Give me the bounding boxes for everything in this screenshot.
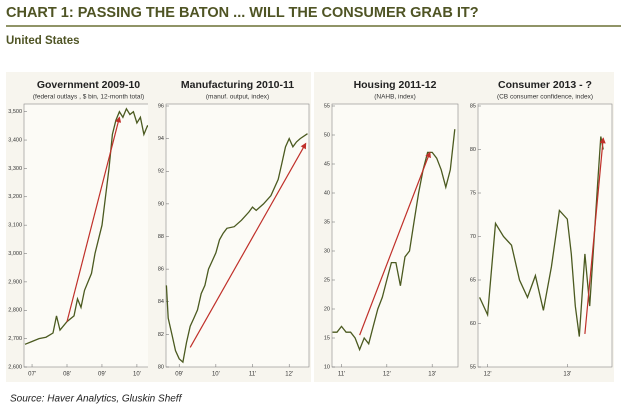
y-tick-label: 80	[470, 147, 476, 153]
panel-subtitle: (CB consumer confidence, index)	[497, 94, 593, 101]
y-tick-label: 85	[470, 103, 476, 109]
data-line	[479, 136, 604, 337]
figure-subtitle: United States	[6, 35, 80, 47]
y-tick-label: 3,200	[8, 194, 22, 200]
y-tick-label: 2,600	[8, 364, 22, 370]
panel-subtitle: (NAHB, index)	[374, 94, 416, 101]
plot-area	[477, 103, 613, 368]
y-tick-label: 84	[158, 299, 164, 305]
x-tick-label: 11'	[249, 372, 256, 378]
trend-arrow	[66, 116, 122, 322]
y-tick-label: 45	[324, 161, 330, 167]
y-tick-label: 96	[158, 103, 164, 109]
x-tick-label: 12'	[484, 372, 492, 378]
source: Source: Haver Analytics, Gluskin Sheff	[10, 394, 183, 405]
y-tick-label: 92	[158, 169, 164, 175]
trend-arrow	[584, 137, 606, 334]
y-tick-label: 15	[324, 335, 330, 341]
y-tick-label: 70	[470, 234, 476, 240]
x-tick-label: 11'	[338, 372, 345, 378]
y-tick-label: 88	[158, 234, 164, 240]
trend-arrow	[189, 142, 307, 348]
plot-area	[331, 103, 459, 368]
y-tick-label: 10	[324, 364, 330, 370]
y-tick-label: 30	[324, 248, 330, 254]
data-line	[165, 133, 308, 364]
y-tick-label: 2,900	[8, 279, 22, 285]
x-tick-label: 12'	[285, 372, 293, 378]
x-tick-label: 10'	[133, 372, 141, 378]
y-tick-label: 3,300	[8, 166, 22, 172]
data-line	[332, 129, 456, 352]
x-tick-label: 09'	[98, 372, 106, 378]
y-tick-label: 55	[470, 364, 476, 370]
x-tick-label: 09'	[175, 372, 183, 378]
y-tick-label: 90	[158, 201, 164, 207]
y-tick-label: 65	[470, 277, 476, 283]
x-tick-label: 13'	[428, 372, 436, 378]
y-tick-label: 20	[324, 306, 330, 312]
y-tick-label: 80	[158, 364, 164, 370]
x-tick-label: 10'	[212, 372, 220, 378]
figure-title: CHART 1: PASSING THE BATON ... WILL THE …	[6, 5, 479, 21]
panel-subtitle: (federal outlays , $ bin, 12-month total…	[33, 94, 144, 101]
y-tick-label: 75	[470, 190, 476, 196]
panel-subtitle: (manuf. output, index)	[206, 94, 269, 101]
data-line	[24, 107, 152, 345]
y-tick-label: 2,800	[8, 308, 22, 314]
x-tick-label: 07'	[28, 372, 36, 378]
y-tick-label: 25	[324, 277, 330, 283]
trend-arrow	[359, 151, 431, 336]
y-tick-label: 94	[158, 136, 164, 142]
x-tick-label: 13'	[563, 372, 571, 378]
y-tick-label: 35	[324, 219, 330, 225]
y-tick-label: 60	[470, 321, 476, 327]
panel-title: Housing 2011-12	[354, 79, 437, 91]
y-tick-label: 50	[324, 132, 330, 138]
y-tick-label: 82	[158, 332, 164, 338]
y-tick-label: 3,000	[8, 251, 22, 257]
y-tick-label: 3,100	[8, 223, 22, 229]
y-tick-label: 3,400	[8, 137, 22, 143]
panel-title: Manufacturing 2010-11	[181, 79, 294, 91]
y-tick-label: 40	[324, 190, 330, 196]
y-tick-label: 2,700	[8, 336, 22, 342]
y-tick-label: 86	[158, 267, 164, 273]
x-tick-label: 08'	[63, 372, 71, 378]
y-tick-label: 55	[324, 103, 330, 109]
y-tick-label: 3,500	[8, 109, 22, 115]
panel-title: Government 2009-10	[37, 79, 140, 91]
panel-title: Consumer 2013 - ?	[498, 79, 592, 91]
x-tick-label: 12'	[383, 372, 391, 378]
